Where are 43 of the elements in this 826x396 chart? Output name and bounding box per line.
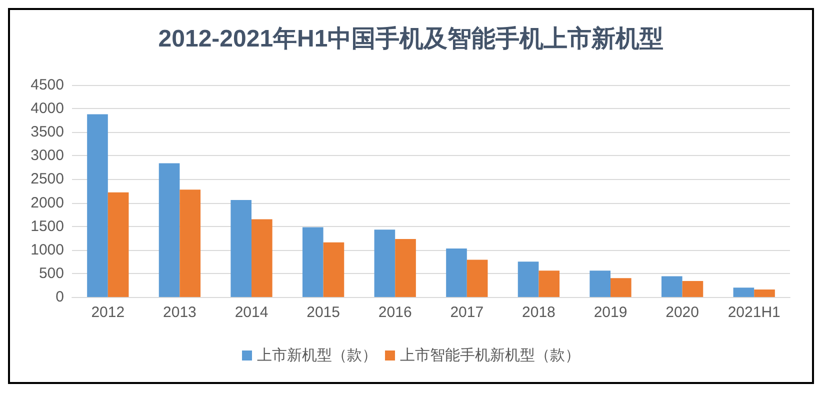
y-tick-label: 0: [56, 288, 64, 306]
bar: [538, 270, 560, 297]
x-tick-label: 2012: [91, 304, 125, 321]
y-tick-label: 1500: [30, 218, 64, 235]
bar: [661, 276, 682, 297]
y-tick-label: 4000: [30, 100, 64, 118]
bar: [395, 239, 416, 297]
y-tick-label: 500: [38, 264, 64, 282]
x-tick-label: 2015: [306, 304, 340, 321]
bar: [302, 227, 324, 297]
y-tick-label: 4500: [30, 76, 64, 94]
bar: [590, 270, 610, 297]
bar: [682, 280, 704, 297]
legend-label: 上市智能手机新机型（款）: [400, 347, 580, 364]
y-tick-label: 3500: [30, 124, 64, 141]
y-tick-label: 2000: [30, 194, 64, 212]
bar: [230, 200, 252, 297]
bar: [733, 288, 754, 297]
bar: [323, 242, 344, 297]
bar: [252, 219, 272, 297]
bar: [374, 230, 396, 297]
y-tick-label: 2500: [30, 170, 64, 188]
chart-title: 2012-2021年H1中国手机及智能手机上市新机型: [158, 26, 664, 52]
y-tick-label: 1000: [30, 241, 64, 258]
bar: [108, 192, 129, 297]
x-tick-label: 2016: [378, 304, 412, 321]
bar: [446, 248, 467, 297]
x-tick-label: 2017: [450, 304, 484, 321]
y-tick-label: 3000: [30, 147, 64, 164]
x-tick-label: 2019: [594, 304, 628, 321]
bar: [158, 163, 180, 297]
x-tick-label: 2014: [234, 304, 268, 321]
x-tick-label: 2020: [666, 304, 699, 321]
x-tick-label: 2021H1: [728, 304, 780, 321]
bar: [518, 262, 539, 297]
bar: [466, 260, 488, 297]
bar: [610, 278, 632, 297]
bar: [180, 190, 201, 297]
bar: [87, 114, 108, 297]
legend-label: 上市新机型（款）: [257, 347, 377, 364]
bar: [754, 289, 775, 297]
x-tick-label: 2013: [163, 304, 196, 321]
x-tick-label: 2018: [522, 304, 556, 321]
